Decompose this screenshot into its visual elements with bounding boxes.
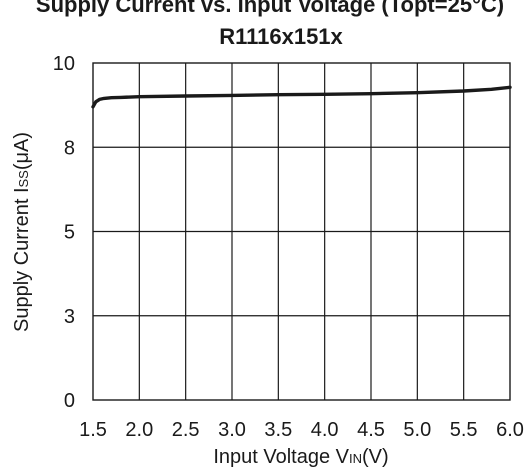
y-tick-label: 3 — [64, 306, 75, 328]
x-tick-label: 1.5 — [79, 419, 107, 441]
x-tick-labels: 1.5 2.0 2.5 3.0 3.5 4.0 4.5 5.0 5.5 6.0 — [79, 419, 524, 441]
y-tick-label: 10 — [53, 53, 75, 75]
series-layer — [91, 85, 512, 109]
x-axis-label-main: Input Voltage V — [213, 446, 349, 468]
chart-title-line2: R1116x151x — [219, 24, 343, 49]
y-axis-label-main: Supply Current I — [11, 188, 33, 333]
plot-frame — [92, 62, 511, 401]
y-tick-label: 8 — [64, 137, 75, 159]
x-tick-label: 3.0 — [218, 419, 246, 441]
y-axis-label: Supply Current ISS(μA) — [11, 132, 33, 332]
x-tick-label: 4.0 — [311, 419, 339, 441]
x-tick-label: 6.0 — [496, 419, 524, 441]
chart-title-line1: Supply Current vs. Input Voltage (Topt=2… — [36, 0, 504, 17]
y-axis-label-unit: (μA) — [11, 132, 33, 170]
x-tick-label: 5.5 — [450, 419, 478, 441]
x-axis-label-unit: (V) — [362, 446, 389, 468]
y-tick-labels: 0 3 5 8 10 — [53, 53, 75, 412]
y-tick-label: 5 — [64, 222, 75, 244]
x-tick-label: 4.5 — [357, 419, 385, 441]
y-axis-label-subscript: SS — [16, 170, 31, 188]
x-tick-label: 2.0 — [125, 419, 153, 441]
series-line — [91, 85, 512, 109]
x-tick-label: 5.0 — [403, 419, 431, 441]
x-axis-label: Input Voltage VIN(V) — [213, 446, 388, 468]
y-tick-label: 0 — [64, 390, 75, 412]
grid — [93, 63, 510, 400]
x-tick-label: 2.5 — [172, 419, 200, 441]
x-tick-label: 3.5 — [264, 419, 292, 441]
x-axis-label-subscript: IN — [349, 451, 362, 466]
